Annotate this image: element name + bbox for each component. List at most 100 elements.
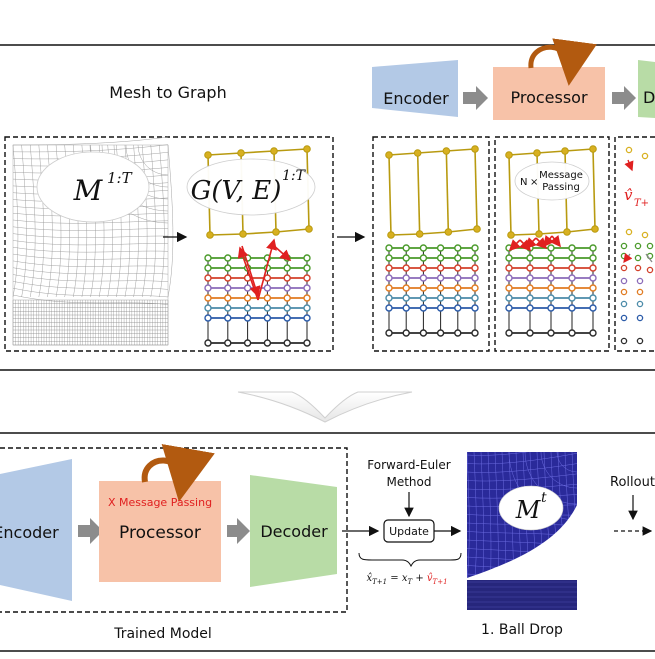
graph-strip-node <box>385 284 393 292</box>
processor-graph-frame <box>494 136 610 352</box>
graph-strip-node <box>204 274 212 282</box>
graph-strip-node <box>303 304 311 312</box>
graph-node-bottom <box>239 230 247 238</box>
decoder-point <box>634 264 642 272</box>
graph-strip-node <box>283 339 291 347</box>
decoder-point <box>636 277 644 285</box>
graph-strip-node <box>402 244 410 252</box>
graph-strip-node <box>547 264 555 272</box>
graph-strip-node <box>526 284 534 292</box>
ball-drop-image <box>467 452 592 610</box>
example-caption: 1. Ball Drop <box>481 622 563 638</box>
graph-strip-node <box>436 264 445 272</box>
mesh-col-line <box>38 144 44 298</box>
graph-strip-node <box>547 304 555 312</box>
top-encoder-label: Encoder <box>383 89 449 108</box>
graph-strip-node <box>402 304 410 312</box>
bottom-encoder-block <box>0 459 72 601</box>
graph-edge-vertical <box>474 148 478 230</box>
graph-strip-node <box>243 304 252 312</box>
top-encoder-block <box>372 60 458 117</box>
mesh-col-line <box>29 144 36 298</box>
graph-edge-top <box>536 150 566 154</box>
decoder-point <box>620 337 628 345</box>
message-arrow <box>535 237 548 250</box>
decoder-point <box>625 228 633 236</box>
ball-mesh-row <box>467 452 529 456</box>
graph-edge-bottom <box>419 231 449 235</box>
decoder-point <box>641 152 649 160</box>
graph-edge-top <box>564 148 594 152</box>
bottom-arrow-processor-decoder <box>227 518 250 544</box>
mesh-label-base: M <box>73 174 104 207</box>
graph-strip-node <box>547 294 555 302</box>
graph-strip-node <box>402 254 410 262</box>
graph-node-top <box>533 149 541 157</box>
graph-strip-node <box>303 264 311 272</box>
message-passing-times: × <box>530 177 538 188</box>
decoder-point <box>620 242 628 250</box>
ball-mesh-row <box>467 463 577 473</box>
graph-edge-vertical <box>416 152 421 235</box>
graph-strip-node <box>454 329 462 337</box>
mesh-row-line <box>12 240 169 246</box>
graph-label-bubble <box>186 158 316 216</box>
ball-mesh-col <box>579 452 592 580</box>
graph-node-top <box>303 145 311 153</box>
ball-mesh-row <box>467 473 577 482</box>
mesh-row-line <box>12 287 169 298</box>
graph-strip-node <box>419 329 428 337</box>
graph-strip-node <box>204 304 212 312</box>
mesh-row-line <box>12 144 169 153</box>
graph-strip-node <box>526 294 534 302</box>
decoder-point <box>620 288 628 296</box>
graph-strip-node <box>505 284 513 292</box>
graph-strip-node <box>385 329 393 337</box>
mesh-to-graph-title: Mesh to Graph <box>109 83 226 102</box>
ball-plate <box>467 580 577 610</box>
equation-brace <box>358 552 462 568</box>
graph-strip-node <box>243 339 252 347</box>
equation-sub-1: T+1 <box>372 578 387 586</box>
graph-strip-node <box>568 329 576 337</box>
decoder-graph-frame <box>614 136 655 352</box>
down-transition-arrow <box>237 391 413 423</box>
graph-strip-node <box>419 294 428 302</box>
graph-strip-node <box>419 284 428 292</box>
graph-node-top <box>237 149 245 157</box>
graph-node-top <box>505 151 513 159</box>
top-decoder-block <box>638 60 655 118</box>
top-arrow-processor-decoder <box>612 86 636 110</box>
graph-strip-node <box>568 274 576 282</box>
graph-strip-node <box>283 314 291 322</box>
ball-mesh-col <box>487 452 492 581</box>
graph-edge-vertical <box>445 150 450 233</box>
graph-strip-node <box>526 274 534 282</box>
rollout-label: Rollout <box>610 475 655 490</box>
graph-strip-node <box>224 274 232 282</box>
decoder-point <box>636 337 644 345</box>
mesh-graph-frame <box>4 136 334 352</box>
graph-edge-bottom <box>538 231 568 235</box>
graph-strip-node <box>243 314 252 322</box>
graph-strip-node <box>204 254 212 262</box>
graph-node-bottom <box>305 225 313 233</box>
graph-edge-vertical <box>388 154 392 236</box>
graph-strip-node <box>385 264 393 272</box>
mesh-col-line <box>159 144 165 298</box>
bottom-processor-sub: X Message Passing <box>108 496 212 509</box>
mesh-label-sup: 1:T <box>107 169 133 187</box>
graph-strip-node <box>204 294 212 302</box>
graph-strip-node <box>436 244 445 252</box>
graph-strip-node <box>385 254 393 262</box>
graph-strip-node <box>419 254 428 262</box>
graph-strip-node <box>436 274 445 282</box>
equation-v-hat: v̂ <box>427 573 433 584</box>
graph-label-sup: 1:T <box>282 168 307 184</box>
graph-strip-node <box>547 254 555 262</box>
bottom-decoder-label: Decoder <box>260 522 328 541</box>
graph-edge-top <box>273 148 308 152</box>
graph-node-bottom <box>591 225 599 233</box>
message-arrow <box>508 239 521 252</box>
graph-strip-node <box>402 294 410 302</box>
